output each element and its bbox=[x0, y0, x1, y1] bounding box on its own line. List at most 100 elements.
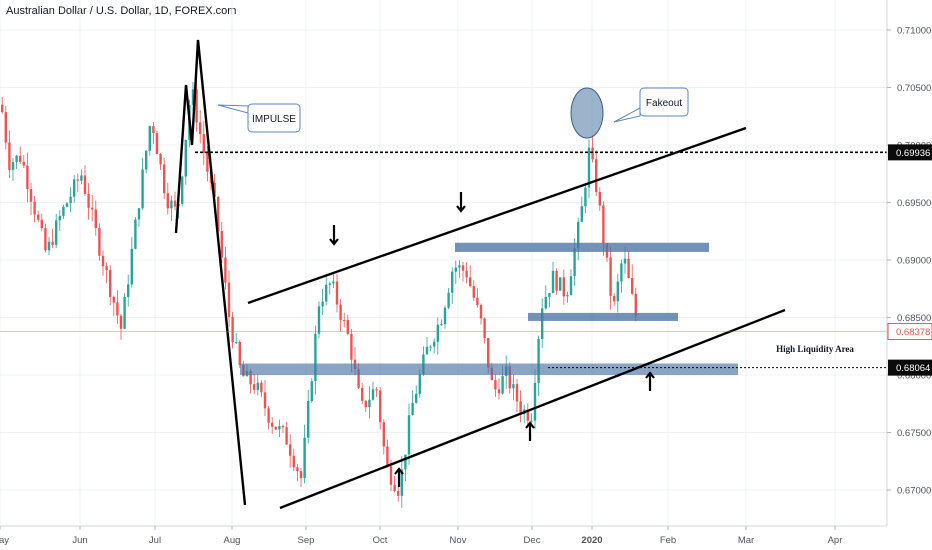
candle-body bbox=[389, 466, 393, 485]
candle-body bbox=[220, 231, 223, 258]
candle-body bbox=[263, 392, 267, 409]
candle-body bbox=[29, 189, 33, 202]
candle-body bbox=[595, 159, 598, 192]
candle-body bbox=[613, 295, 616, 302]
impulse-label: IMPULSE bbox=[252, 114, 296, 125]
candle-body bbox=[76, 179, 79, 181]
support-zone bbox=[528, 312, 678, 321]
y-tick-label: 0.68500 bbox=[897, 313, 931, 324]
x-tick-label: Mar bbox=[738, 535, 754, 546]
candle-body bbox=[364, 400, 367, 408]
resistance-zone bbox=[455, 242, 709, 252]
levels-layer bbox=[0, 151, 887, 369]
arrows-layer bbox=[329, 192, 655, 487]
candle-body bbox=[227, 282, 231, 317]
candle-body bbox=[33, 201, 36, 215]
price-label-text: 0.68378 bbox=[896, 327, 930, 338]
candle-body bbox=[397, 490, 400, 496]
high-liquidity-label: High Liquidity Area bbox=[776, 344, 854, 354]
candle-body bbox=[393, 484, 396, 491]
candle-body bbox=[163, 164, 166, 194]
candle-body bbox=[62, 206, 65, 216]
candle-body bbox=[598, 191, 601, 206]
x-tick-label: Jul bbox=[149, 535, 161, 546]
x-tick-label: Oct bbox=[373, 535, 388, 546]
candle-body bbox=[533, 382, 537, 421]
candle-body bbox=[249, 370, 252, 385]
candle-body bbox=[537, 339, 540, 383]
candle-body bbox=[497, 389, 501, 394]
high-liquidity-zone bbox=[240, 363, 738, 375]
candle-body bbox=[310, 381, 313, 401]
candle-body bbox=[191, 89, 195, 105]
candle-body bbox=[544, 296, 547, 309]
candle-body bbox=[314, 333, 317, 382]
candle-body bbox=[404, 454, 407, 470]
x-tick-label: Nov bbox=[450, 535, 467, 546]
candle-body bbox=[235, 342, 238, 344]
candle-body bbox=[440, 324, 443, 326]
candle-body bbox=[127, 284, 130, 297]
y-tick-label: 0.70500 bbox=[897, 83, 931, 94]
candle-body bbox=[325, 284, 328, 302]
chart-title: Australian Dollar / U.S. Dollar, 1D, FOR… bbox=[6, 5, 237, 17]
candle-body bbox=[515, 384, 519, 402]
candle-body bbox=[494, 380, 497, 390]
candle-body bbox=[368, 399, 371, 408]
candle-body bbox=[166, 193, 169, 209]
candle-body bbox=[469, 277, 472, 287]
candle-body bbox=[620, 263, 623, 282]
candle-body bbox=[321, 301, 324, 307]
x-tick-label: Sep bbox=[298, 535, 315, 546]
candle-body bbox=[281, 425, 285, 428]
x-tick-label: Apr bbox=[828, 535, 843, 546]
candle-body bbox=[134, 219, 137, 249]
candle-body bbox=[37, 214, 40, 220]
candle-body bbox=[375, 389, 378, 391]
candle-body bbox=[454, 267, 457, 272]
candle-body bbox=[627, 258, 630, 278]
candle-body bbox=[112, 296, 115, 303]
y-tick-label: 0.71000 bbox=[897, 26, 931, 37]
up-arrow-dec-head bbox=[525, 421, 535, 429]
candle-body bbox=[213, 182, 216, 198]
candle-body bbox=[616, 281, 619, 302]
candle-body bbox=[267, 408, 270, 423]
candle-body bbox=[425, 346, 429, 355]
candle-body bbox=[109, 270, 112, 297]
candle-body bbox=[91, 207, 94, 210]
candle-body bbox=[80, 175, 83, 181]
candle-body bbox=[386, 446, 389, 467]
candle-body bbox=[173, 200, 177, 207]
x-tick-label: Feb bbox=[660, 535, 676, 546]
y-tick-label: 0.67000 bbox=[897, 486, 931, 497]
candle-body bbox=[65, 203, 69, 207]
candle-body bbox=[357, 369, 360, 388]
candle-body bbox=[566, 295, 569, 297]
candle-body bbox=[55, 220, 58, 245]
candle-body bbox=[184, 139, 187, 177]
candle-body bbox=[530, 420, 533, 422]
candle-body bbox=[51, 241, 54, 245]
candle-body bbox=[19, 155, 22, 162]
candle-body bbox=[569, 276, 573, 296]
candle-body bbox=[317, 306, 321, 334]
candle-body bbox=[87, 193, 90, 208]
candle-body bbox=[343, 319, 346, 321]
candle-body bbox=[512, 384, 515, 389]
candle-body bbox=[332, 281, 335, 284]
candle-body bbox=[487, 338, 490, 368]
up-arrow-oct-head bbox=[394, 467, 404, 475]
candle-body bbox=[199, 122, 202, 135]
candle-body bbox=[130, 248, 133, 285]
down-arrow-nov-head bbox=[456, 205, 466, 213]
candle-body bbox=[123, 296, 126, 329]
candle-body bbox=[152, 126, 155, 134]
candle-body bbox=[328, 283, 331, 285]
grid-layer bbox=[0, 0, 887, 526]
y-tick-label: 0.67500 bbox=[897, 428, 931, 439]
price-label-text: 0.68064 bbox=[896, 363, 930, 374]
candle-body bbox=[631, 277, 634, 294]
candle-body bbox=[418, 374, 421, 394]
